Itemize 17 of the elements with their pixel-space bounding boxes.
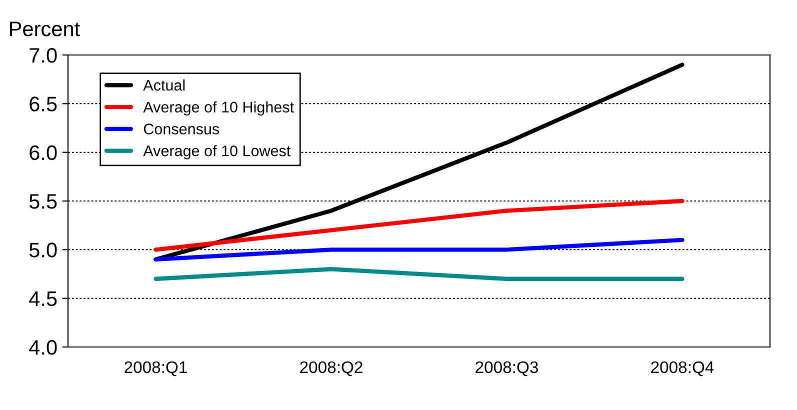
legend-label: Consensus <box>144 124 220 134</box>
y-axis-title: Percent <box>10 22 80 36</box>
y-tick-label: 6.5 <box>30 96 57 112</box>
line-series <box>154 198 684 252</box>
y-tick-label: 4.5 <box>29 292 57 306</box>
legend-label: Actual <box>143 79 185 91</box>
y-tick-label: 6.0 <box>30 145 57 160</box>
x-tick-label: 2008:Q2 <box>300 361 362 376</box>
x-tick-label: 2008:Q3 <box>476 361 538 376</box>
legend-label: Average of 10 Highest <box>143 101 294 116</box>
y-tick-label: 7.0 <box>30 48 57 63</box>
x-tick-label: 2008:Q1 <box>124 361 187 376</box>
x-tick-label: 2008:Q4 <box>651 361 714 376</box>
y-tick-label: 5.0 <box>29 242 57 258</box>
y-tick-label: 4.0 <box>29 340 57 355</box>
legend-label: Average of 10 Lowest <box>143 145 291 160</box>
y-tick-label: 5.5 <box>29 194 57 209</box>
